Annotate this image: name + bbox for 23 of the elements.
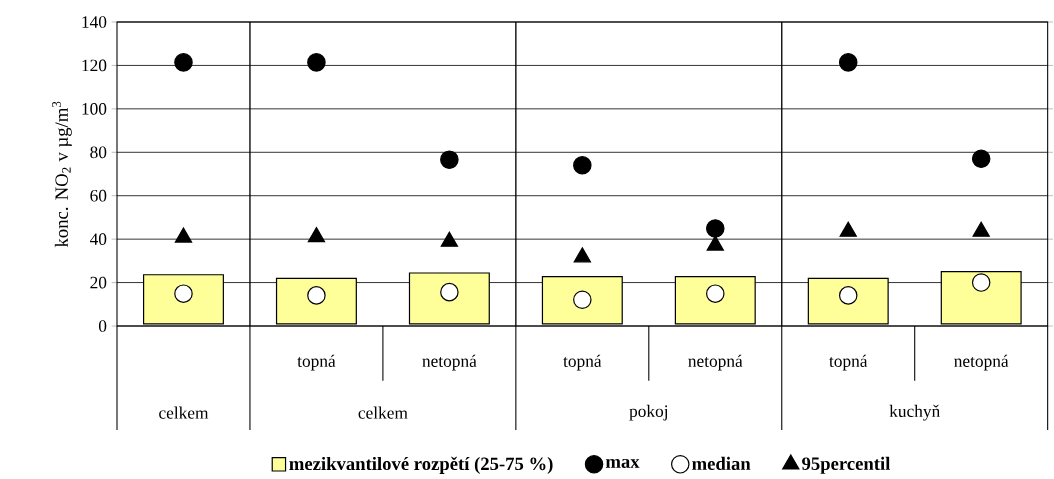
legend-label: mezikvantilové rozpětí (25-75 %) [289,456,553,474]
x-tick-label: netopná [954,354,1009,371]
text: celkem [159,406,209,419]
y-tick-label: 80 [90,146,107,159]
x-tick-label: topná [563,354,602,371]
y-tick-label: 40 [89,233,107,245]
legend-label: 95percentil [802,456,891,474]
y-tick-label: 0 [98,320,107,332]
text: celkem [358,406,408,419]
x-tick-label: netopná [688,354,743,371]
y-tick-label: 20 [90,276,107,289]
y-tick-label: 120 [82,59,107,72]
x-tick-label: topná [829,354,868,371]
legend-label: max [605,458,640,468]
legend-label: median [692,456,751,470]
y-axis-title: konc. NO$_{2}$ v µg/m$^{3}$ [52,101,72,248]
x-tick-label: topná [297,354,336,371]
x-tick-label: netopná [422,354,477,371]
y-tick-label: 60 [90,189,107,202]
y-tick-label: 100 [82,103,107,115]
text: pokoj [629,404,668,421]
text: kuchyň [889,404,940,421]
y-tick-label: 140 [82,16,107,28]
